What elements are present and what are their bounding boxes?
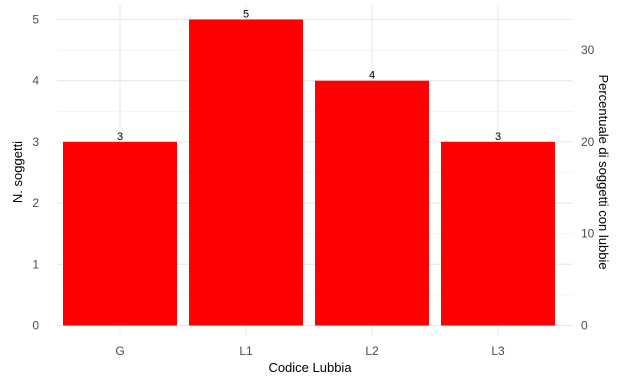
y-tick-label: 3 — [32, 135, 39, 149]
bar-data-label: 3 — [495, 131, 501, 143]
x-axis-ticks: G L1 L2 L3 — [115, 344, 505, 358]
bar-data-label: 5 — [243, 9, 249, 21]
bar-data-labels: 3 5 4 3 — [117, 9, 501, 143]
secondary-y-tick-label: 30 — [581, 43, 595, 57]
y-tick-label: 0 — [32, 319, 39, 333]
x-tick-label: L2 — [365, 344, 379, 358]
secondary-y-tick-label: 20 — [581, 135, 595, 149]
secondary-y-tick-label: 0 — [581, 319, 588, 333]
secondary-y-axis-title: Percentuale di soggetti con lubbie — [596, 74, 611, 269]
bar-l2 — [315, 80, 429, 326]
y-axis-ticks: 0 1 2 3 4 5 — [32, 13, 39, 333]
bar-g — [63, 141, 177, 326]
y-tick-label: 5 — [32, 13, 39, 27]
y-tick-label: 2 — [32, 196, 39, 210]
x-tick-label: L1 — [239, 344, 253, 358]
y-tick-label: 1 — [32, 257, 39, 271]
bar-l3 — [441, 141, 555, 326]
x-axis-title: Codice Lubbia — [268, 360, 352, 375]
x-tick-label: G — [115, 344, 124, 358]
bars — [63, 19, 555, 326]
secondary-y-tick-label: 10 — [581, 227, 595, 241]
bar-data-label: 4 — [369, 70, 375, 82]
bar-data-label: 3 — [117, 131, 123, 143]
bar-l1 — [189, 19, 303, 326]
y-tick-label: 4 — [32, 74, 39, 88]
x-tick-label: L3 — [491, 344, 505, 358]
secondary-y-axis-ticks: 0 10 20 30 — [581, 43, 595, 332]
y-axis-title: N. soggetti — [10, 141, 25, 203]
